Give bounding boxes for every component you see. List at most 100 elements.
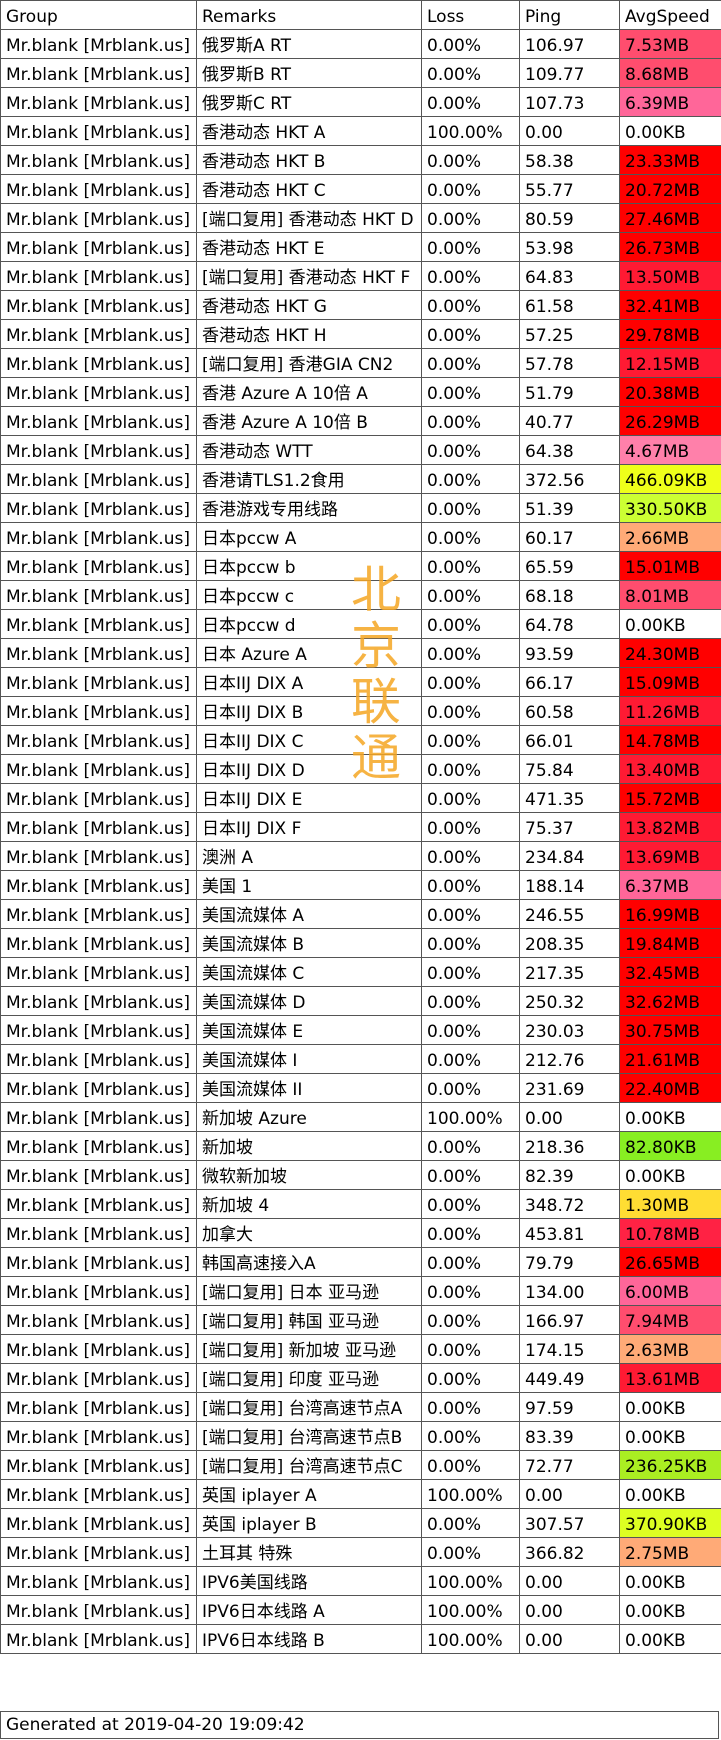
cell-group: Mr.blank [Mrblank.us] <box>0 261 197 291</box>
cell-ping: 372.56 <box>519 464 620 494</box>
cell-avgspeed: 466.09KB <box>619 464 721 494</box>
watermark: 北 京 联 通 <box>346 562 406 786</box>
table-row: Mr.blank [Mrblank.us] 日本IIJ DIX E 0.00% 471… <box>0 783 721 813</box>
cell-group: Mr.blank [Mrblank.us] <box>0 58 197 88</box>
cell-avgspeed: 8.68MB <box>619 58 721 88</box>
table-row: Mr.blank [Mrblank.us] 英国 iplayer B 0.00% 30… <box>0 1508 721 1538</box>
cell-avgspeed: 26.73MB <box>619 232 721 262</box>
cell-group: Mr.blank [Mrblank.us] <box>0 638 197 668</box>
table-row: Mr.blank [Mrblank.us] [端口复用] 香港动态 HKT D 0.… <box>0 203 721 233</box>
cell-ping: 40.77 <box>519 406 620 436</box>
cell-avgspeed: 236.25KB <box>619 1450 721 1480</box>
cell-loss: 0.00% <box>421 1247 520 1277</box>
cell-remarks: 美国流媒体 II <box>196 1073 422 1103</box>
table-row: Mr.blank [Mrblank.us] 香港动态 HKT A 100.00% 0.… <box>0 116 721 146</box>
table-row: Mr.blank [Mrblank.us] 美国流媒体 C 0.00% 217.35 3… <box>0 957 721 987</box>
cell-ping: 0.00 <box>519 1624 620 1654</box>
table-row: Mr.blank [Mrblank.us] 日本pccw A 0.00% 60.17 2… <box>0 522 721 552</box>
cell-loss: 0.00% <box>421 493 520 523</box>
table-row: Mr.blank [Mrblank.us] 香港 Azure A 10倍 B 0.0… <box>0 406 721 436</box>
cell-loss: 0.00% <box>421 290 520 320</box>
cell-ping: 471.35 <box>519 783 620 813</box>
cell-ping: 307.57 <box>519 1508 620 1538</box>
table-row: Mr.blank [Mrblank.us] 俄罗斯B RT 0.00% 109.77 8… <box>0 58 721 88</box>
cell-group: Mr.blank [Mrblank.us] <box>0 1305 197 1335</box>
cell-avgspeed: 14.78MB <box>619 725 721 755</box>
cell-ping: 453.81 <box>519 1218 620 1248</box>
cell-loss: 0.00% <box>421 1131 520 1161</box>
cell-loss: 0.00% <box>421 551 520 581</box>
watermark-char: 京 <box>351 617 401 675</box>
cell-group: Mr.blank [Mrblank.us] <box>0 1566 197 1596</box>
cell-avgspeed: 82.80KB <box>619 1131 721 1161</box>
table-row: Mr.blank [Mrblank.us] 日本pccw b 0.00% 65.59 1… <box>0 551 721 581</box>
cell-avgspeed: 8.01MB <box>619 580 721 610</box>
cell-remarks: 日本pccw b <box>196 551 422 581</box>
generated-footer: Generated at 2019-04-20 19:09:42 <box>0 1711 719 1739</box>
cell-ping: 57.25 <box>519 319 620 349</box>
cell-loss: 100.00% <box>421 1595 520 1625</box>
cell-ping: 208.35 <box>519 928 620 958</box>
cell-group: Mr.blank [Mrblank.us] <box>0 464 197 494</box>
cell-avgspeed: 24.30MB <box>619 638 721 668</box>
cell-remarks: [端口复用] 香港动态 HKT D <box>196 203 422 233</box>
table-row: Mr.blank [Mrblank.us] IPV6美国线路 100.00% 0.00… <box>0 1566 721 1596</box>
cell-avgspeed: 2.63MB <box>619 1334 721 1364</box>
cell-remarks: 日本IIJ DIX E <box>196 783 422 813</box>
cell-loss: 0.00% <box>421 1363 520 1393</box>
table-row: Mr.blank [Mrblank.us] 香港动态 HKT B 0.00% 58.3… <box>0 145 721 175</box>
cell-remarks: 香港动态 WTT <box>196 435 422 465</box>
cell-group: Mr.blank [Mrblank.us] <box>0 1073 197 1103</box>
cell-avgspeed: 7.94MB <box>619 1305 721 1335</box>
cell-avgspeed: 26.29MB <box>619 406 721 436</box>
cell-loss: 0.00% <box>421 232 520 262</box>
table-row: Mr.blank [Mrblank.us] 新加坡 Azure 100.00% 0.0… <box>0 1102 721 1132</box>
cell-ping: 75.84 <box>519 754 620 784</box>
table-row: Mr.blank [Mrblank.us] 美国流媒体 D 0.00% 250.32 3… <box>0 986 721 1016</box>
cell-remarks: [端口复用] 新加坡 亚马逊 <box>196 1334 422 1364</box>
cell-avgspeed: 22.40MB <box>619 1073 721 1103</box>
cell-loss: 0.00% <box>421 1450 520 1480</box>
cell-loss: 0.00% <box>421 1218 520 1248</box>
cell-ping: 79.79 <box>519 1247 620 1277</box>
cell-ping: 51.79 <box>519 377 620 407</box>
cell-group: Mr.blank [Mrblank.us] <box>0 1276 197 1306</box>
cell-remarks: 新加坡 Azure <box>196 1102 422 1132</box>
cell-avgspeed: 27.46MB <box>619 203 721 233</box>
cell-avgspeed: 20.38MB <box>619 377 721 407</box>
cell-loss: 0.00% <box>421 696 520 726</box>
table-row: Mr.blank [Mrblank.us] 香港动态 HKT G 0.00% 61.5… <box>0 290 721 320</box>
cell-avgspeed: 6.37MB <box>619 870 721 900</box>
header-remarks: Remarks <box>196 0 422 30</box>
cell-avgspeed: 2.75MB <box>619 1537 721 1567</box>
cell-avgspeed: 7.53MB <box>619 29 721 59</box>
cell-remarks: [端口复用] 香港GIA CN2 <box>196 348 422 378</box>
cell-avgspeed: 0.00KB <box>619 1160 721 1190</box>
cell-avgspeed: 11.26MB <box>619 696 721 726</box>
cell-group: Mr.blank [Mrblank.us] <box>0 870 197 900</box>
table-row: Mr.blank [Mrblank.us] 俄罗斯C RT 0.00% 107.73 6… <box>0 87 721 117</box>
cell-avgspeed: 13.61MB <box>619 1363 721 1393</box>
cell-ping: 60.58 <box>519 696 620 726</box>
cell-group: Mr.blank [Mrblank.us] <box>0 725 197 755</box>
cell-avgspeed: 23.33MB <box>619 145 721 175</box>
cell-remarks: [端口复用] 日本 亚马逊 <box>196 1276 422 1306</box>
cell-avgspeed: 15.01MB <box>619 551 721 581</box>
watermark-char: 北 <box>351 561 401 619</box>
cell-loss: 0.00% <box>421 638 520 668</box>
cell-ping: 83.39 <box>519 1421 620 1451</box>
cell-group: Mr.blank [Mrblank.us] <box>0 319 197 349</box>
cell-avgspeed: 6.39MB <box>619 87 721 117</box>
cell-loss: 100.00% <box>421 1479 520 1509</box>
cell-remarks: IPV6美国线路 <box>196 1566 422 1596</box>
cell-loss: 0.00% <box>421 261 520 291</box>
cell-loss: 0.00% <box>421 1392 520 1422</box>
cell-loss: 0.00% <box>421 1334 520 1364</box>
cell-avgspeed: 30.75MB <box>619 1015 721 1045</box>
cell-remarks: 香港动态 HKT E <box>196 232 422 262</box>
cell-group: Mr.blank [Mrblank.us] <box>0 290 197 320</box>
cell-group: Mr.blank [Mrblank.us] <box>0 1363 197 1393</box>
cell-avgspeed: 13.40MB <box>619 754 721 784</box>
watermark-char: 通 <box>351 729 401 787</box>
cell-loss: 0.00% <box>421 1537 520 1567</box>
